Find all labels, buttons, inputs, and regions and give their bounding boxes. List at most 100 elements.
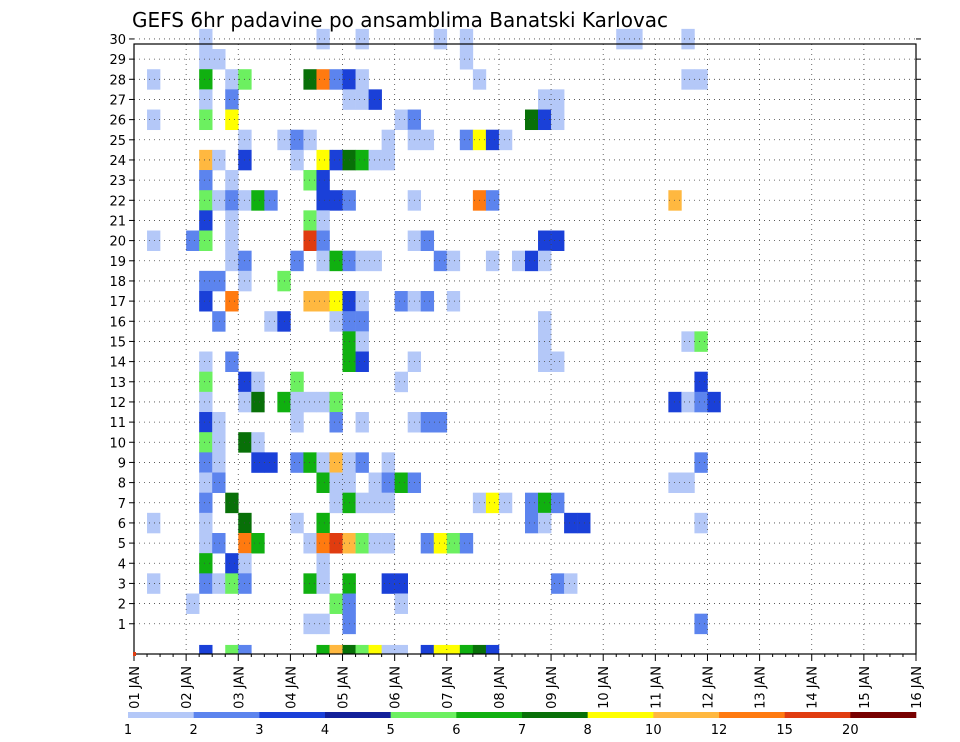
- heatmap-cell: [251, 190, 265, 211]
- heatmap-cell: [355, 351, 369, 372]
- heatmap-cell: [329, 593, 343, 614]
- heatmap-cell: [420, 291, 435, 312]
- heatmap-cell: [329, 472, 343, 493]
- heatmap-cell: [629, 28, 643, 50]
- heatmap-cell: [290, 391, 304, 413]
- y-tick-label: 5: [118, 537, 126, 552]
- heatmap-cell: [212, 573, 226, 594]
- heatmap-cell: [694, 613, 708, 635]
- heatmap-cell: [355, 311, 369, 332]
- heatmap-cell: [212, 452, 226, 473]
- heatmap-cell: [668, 391, 682, 413]
- y-tick-label: 6: [118, 517, 126, 532]
- heatmap-cell: [681, 472, 695, 493]
- x-tick-label: 11 JAN: [649, 666, 664, 709]
- heatmap-cells: [147, 28, 721, 655]
- x-tick-label: 14 JAN: [806, 666, 821, 709]
- heatmap-cell: [485, 250, 500, 272]
- heatmap-cell: [199, 644, 213, 655]
- x-tick-label: 13 JAN: [754, 666, 769, 709]
- heatmap-cell: [264, 452, 278, 473]
- heatmap-cell: [225, 573, 239, 594]
- heatmap-cell: [212, 432, 226, 453]
- y-tick-label: 7: [118, 497, 126, 512]
- heatmap-cell: [147, 512, 161, 534]
- heatmap-cell: [264, 311, 278, 332]
- heatmap-cell: [199, 371, 213, 393]
- heatmap-cell: [199, 210, 213, 231]
- heatmap-cell: [446, 291, 461, 312]
- colorbar-segment: [325, 712, 391, 718]
- colorbar-label: 4: [321, 723, 329, 738]
- heatmap-cell: [329, 412, 343, 433]
- heatmap-cell: [420, 412, 435, 433]
- colorbar-segment: [259, 712, 326, 718]
- heatmap-cell: [433, 533, 448, 554]
- y-tick-label: 29: [109, 53, 126, 68]
- x-tick-label: 16 JAN: [910, 666, 925, 709]
- heatmap-cell: [199, 170, 213, 191]
- heatmap-cell: [303, 170, 317, 191]
- heatmap-cell: [446, 250, 461, 272]
- heatmap-cell: [616, 28, 630, 50]
- y-tick-label: 16: [109, 315, 126, 330]
- heatmap-cell: [498, 129, 513, 151]
- heatmap-cell: [316, 170, 330, 191]
- heatmap-cell: [329, 311, 343, 332]
- heatmap-cell: [316, 190, 330, 211]
- heatmap-cell: [147, 230, 161, 251]
- colorbar-label: 8: [584, 723, 592, 738]
- heatmap-cell: [212, 270, 226, 292]
- heatmap-cell: [329, 644, 343, 655]
- heatmap-cell: [368, 492, 382, 514]
- colorbar-segment: [522, 712, 588, 718]
- heatmap-cell: [551, 492, 565, 514]
- x-tick-label: 01 JAN: [128, 666, 143, 709]
- heatmap-cell: [147, 573, 161, 594]
- heatmap-cell: [668, 472, 682, 493]
- heatmap-cell: [303, 210, 317, 231]
- heatmap-cell: [381, 573, 395, 594]
- heatmap-cell: [472, 644, 487, 655]
- heatmap-cell: [694, 391, 708, 413]
- plot-grid: [134, 38, 916, 654]
- heatmap-cell: [381, 533, 395, 554]
- heatmap-cell: [199, 512, 213, 534]
- heatmap-cell: [303, 69, 317, 90]
- colorbar-segment: [390, 712, 457, 718]
- heatmap-cell: [668, 190, 682, 211]
- heatmap-cell: [225, 190, 239, 211]
- heatmap-cell: [368, 149, 382, 171]
- y-tick-label: 17: [109, 295, 126, 310]
- heatmap-cell: [212, 49, 226, 70]
- heatmap-cell: [199, 291, 213, 312]
- heatmap-cell: [316, 512, 330, 534]
- heatmap-cell: [355, 69, 369, 90]
- heatmap-cell: [459, 129, 474, 151]
- heatmap-cell: [199, 391, 213, 413]
- heatmap-cell: [577, 512, 591, 534]
- heatmap-cell: [290, 149, 304, 171]
- y-tick-label: 1: [118, 618, 126, 633]
- heatmap-cell: [225, 351, 239, 372]
- y-tick-label: 26: [109, 114, 126, 129]
- heatmap-cell: [199, 28, 213, 50]
- heatmap-cell: [225, 89, 239, 110]
- start-marker: [133, 652, 136, 656]
- y-tick-label: 18: [109, 275, 126, 290]
- colorbar-segment: [193, 712, 260, 718]
- heatmap-cell: [303, 230, 317, 251]
- heatmap-cell: [316, 230, 330, 251]
- heatmap-cell: [459, 533, 474, 554]
- heatmap-cell: [225, 170, 239, 191]
- colorbar-segment: [128, 712, 194, 718]
- x-tick-label: 10 JAN: [597, 666, 612, 709]
- heatmap-cell: [355, 452, 369, 473]
- heatmap-cell: [381, 129, 395, 151]
- heatmap-cell: [420, 230, 435, 251]
- heatmap-cell: [316, 452, 330, 473]
- heatmap-cell: [329, 533, 343, 554]
- heatmap-cell: [290, 512, 304, 534]
- heatmap-cell: [316, 553, 330, 574]
- heatmap-cell: [694, 371, 708, 393]
